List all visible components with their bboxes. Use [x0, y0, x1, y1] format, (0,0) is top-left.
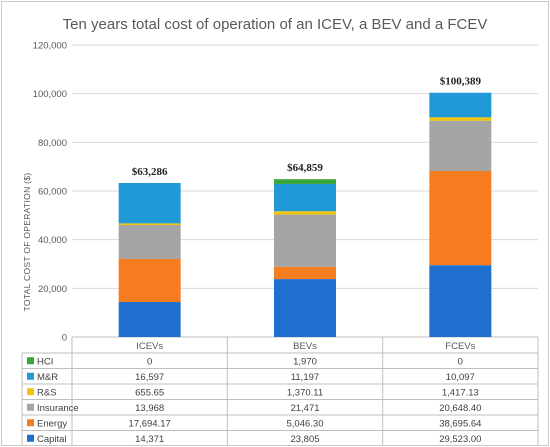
bar-segment-mandr [118, 183, 181, 224]
y-tick-label: 120,000 [33, 41, 67, 52]
bar-segment-energy [118, 258, 181, 303]
legend-swatch-energy [27, 419, 34, 427]
bar-segment-capital [429, 265, 492, 337]
bars [118, 92, 492, 337]
bar-segment-capital [118, 302, 181, 337]
table-cell: 5,046.30 [287, 418, 324, 429]
y-tick-label: 100,000 [33, 89, 67, 100]
table-cell: 10,097 [446, 372, 475, 383]
table-cell: 0 [147, 356, 152, 367]
table-cell: 21,471 [290, 403, 319, 414]
legend-label-hci: HCI [37, 356, 53, 367]
total-label: $63,286 [132, 166, 168, 178]
table-cell: 38,695.64 [439, 418, 481, 429]
bar-segment-rands [429, 117, 492, 121]
table-cell: 0 [458, 356, 463, 367]
bar-segment-insurance [118, 224, 181, 259]
table-cell: 1,370.11 [287, 387, 323, 398]
bar-segment-rands [274, 211, 336, 215]
table-cell: 13,968 [135, 403, 164, 414]
y-tick-label: 60,000 [38, 187, 67, 198]
bar-segment-hci [274, 179, 336, 184]
y-tick-label: 40,000 [38, 235, 67, 246]
legend-swatch-hci [27, 357, 34, 365]
bar-segment-energy [274, 266, 336, 280]
x-category-label: BEVs [293, 341, 317, 352]
legend-label-mandr: M&R [37, 372, 58, 383]
legend-swatch-insurance [27, 403, 34, 411]
y-tick-label: 80,000 [38, 138, 67, 149]
x-category-label: FCEVs [445, 341, 475, 352]
table-cell: 29,523.00 [439, 434, 481, 445]
table-cell: 11,197 [291, 372, 319, 383]
y-tick-label: 0 [62, 333, 67, 344]
bar-segment-insurance [274, 214, 336, 267]
table-cell: 1,417.13 [442, 387, 479, 398]
table-cell: 20,648.40 [439, 403, 481, 414]
x-category-label: ICEVs [136, 341, 163, 352]
legend-label-energy: Energy [37, 418, 67, 429]
y-tick-label: 20,000 [38, 284, 67, 295]
legend-swatch-rands [27, 388, 34, 396]
bar-segment-mandr [429, 92, 492, 118]
total-labels: $63,286 $64,859 $100,389 [132, 76, 482, 178]
bar-segment-insurance [429, 120, 492, 172]
y-axis-ticks: 0 20,000 40,000 60,000 80,000 100,000 120,000 [33, 41, 67, 344]
table-cell: 16,597 [135, 372, 164, 383]
total-label: $64,859 [287, 162, 323, 174]
bar-segment-rands [118, 223, 181, 225]
table-cell: 14,371 [135, 434, 164, 445]
legend-swatch-capital [27, 434, 34, 442]
bar-segment-energy [429, 171, 492, 266]
bar-segment-capital [274, 279, 336, 337]
table-cell: 23,805 [290, 434, 319, 445]
legend-label-rands: R&S [37, 387, 57, 398]
legend-swatch-mandr [27, 372, 34, 380]
chart-title: Ten years total cost of operation of an … [63, 16, 488, 33]
table-cell: 1,970 [293, 356, 317, 367]
table-cell: 655.65 [135, 387, 164, 398]
data-table: ICEVs BEVs FCEVs HCI 0 1,970 0 M&R 16,597 11,197 1… [21, 337, 539, 445]
legend-label-insurance: Insurance [37, 403, 79, 414]
total-label: $100,389 [440, 76, 482, 88]
bar-segment-mandr [274, 183, 336, 212]
legend-label-capital: Capital [37, 434, 67, 445]
y-axis-label: TOTAL COST OF OPERATION ($) [22, 173, 32, 312]
table-cell: 17,694.17 [129, 418, 171, 429]
